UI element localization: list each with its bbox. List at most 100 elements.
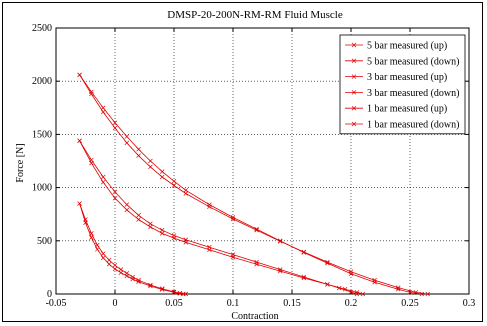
y-tick-label: 500 — [37, 236, 52, 247]
legend-marker — [351, 105, 357, 111]
series-1 — [77, 72, 430, 297]
data-point — [136, 279, 141, 285]
legend-marker — [351, 42, 357, 48]
x-tick-label: 0.05 — [165, 298, 183, 309]
data-point — [100, 174, 106, 180]
data-point — [425, 291, 430, 297]
data-point — [277, 268, 283, 274]
data-point — [83, 220, 88, 225]
data-point — [277, 239, 283, 244]
data-point — [413, 290, 419, 295]
x-tick-label: 0.15 — [283, 298, 301, 309]
axis-ticks: -0.05 0 0.05 0.1 0.15 0.2 0.25 0.30500100015002… — [32, 23, 475, 309]
legend-entry: 3 bar measured (up) — [367, 72, 447, 83]
data-point — [159, 169, 165, 174]
data-point — [100, 105, 106, 111]
data-point — [360, 291, 366, 297]
data-point — [325, 282, 330, 287]
data-point — [136, 147, 141, 152]
data-point — [89, 235, 94, 240]
y-axis-label: Force [N] — [15, 143, 26, 182]
legend-entry: 1 bar measured (up) — [367, 104, 447, 115]
y-tick-label: 2000 — [32, 76, 52, 87]
legend-entry: 3 bar measured (down) — [367, 88, 459, 99]
data-point — [254, 261, 259, 267]
legend-entry: 5 bar measured (up) — [367, 41, 447, 52]
data-point — [230, 216, 236, 222]
data-point — [112, 266, 118, 272]
y-tick-label: 1500 — [32, 129, 52, 140]
data-point — [254, 227, 259, 233]
data-point — [148, 164, 153, 170]
grid-lines — [56, 28, 469, 294]
series-line — [79, 203, 186, 295]
data-point — [336, 285, 342, 291]
x-tick-label: 0.3 — [463, 298, 476, 309]
legend-marker — [351, 74, 357, 79]
legend-entry: 1 bar measured (down) — [367, 120, 459, 131]
data-point — [118, 267, 124, 272]
data-point — [301, 275, 307, 281]
data-point — [112, 189, 118, 195]
x-tick-label: 0 — [113, 298, 118, 309]
data-point — [159, 231, 165, 236]
data-point — [124, 134, 130, 139]
data-point — [207, 247, 212, 253]
data-point — [181, 291, 186, 297]
chart-title: DMSP-20-200N-RM-RM Fluid Muscle — [167, 9, 343, 21]
data-point — [171, 183, 177, 188]
data-point — [100, 109, 106, 115]
data-point — [148, 283, 153, 289]
series-5 — [77, 201, 186, 297]
data-point — [301, 249, 307, 255]
data-point — [95, 247, 100, 252]
data-point — [106, 257, 112, 263]
data-point — [372, 277, 377, 283]
data-point — [395, 285, 401, 290]
data-point — [230, 255, 236, 260]
y-tick-label: 0 — [47, 289, 52, 300]
series-3 — [77, 138, 366, 297]
data-point — [354, 290, 360, 295]
data-point — [148, 158, 153, 164]
force-contraction-chart: DMSP-20-200N-RM-RM Fluid Muscle -0.05 0 0.… — [15, 9, 475, 322]
data-point — [183, 240, 189, 245]
data-point — [171, 289, 177, 295]
data-point — [77, 72, 82, 78]
data-point — [159, 227, 165, 233]
x-tick-label: 0.1 — [227, 298, 240, 309]
chart-frame: DMSP-20-200N-RM-RM Fluid Muscle -0.05 0 0.… — [2, 2, 483, 322]
x-tick-label: 0.2 — [345, 298, 358, 309]
data-point — [77, 138, 82, 144]
data-point — [348, 269, 354, 274]
data-point — [177, 291, 183, 296]
data-point — [136, 217, 141, 222]
data-point — [100, 180, 106, 185]
data-point — [159, 287, 165, 292]
data-point — [106, 261, 112, 267]
data-point — [171, 178, 177, 184]
series-4 — [77, 201, 189, 297]
data-point — [124, 202, 130, 207]
plot-area — [55, 27, 470, 295]
data-point — [136, 213, 141, 218]
data-point — [207, 204, 212, 209]
x-tick-label: 0.25 — [401, 298, 419, 309]
legend-marker — [351, 90, 357, 95]
data-point — [136, 153, 141, 158]
legend-marker — [351, 121, 357, 127]
series-line — [79, 140, 358, 295]
data-point — [124, 273, 130, 279]
legend-entry: 5 bar measured (down) — [367, 56, 459, 67]
legend-box — [339, 34, 466, 135]
data-point — [124, 140, 130, 146]
data-point — [325, 259, 330, 265]
legend: 5 bar measured (up) 5 bar measured (down)… — [339, 34, 466, 135]
data-point — [148, 224, 153, 230]
data-point — [124, 207, 130, 213]
series-line — [79, 203, 184, 295]
data-point — [342, 286, 348, 292]
data-point — [112, 125, 118, 131]
legend-marker — [351, 58, 357, 64]
data-point — [183, 191, 189, 196]
